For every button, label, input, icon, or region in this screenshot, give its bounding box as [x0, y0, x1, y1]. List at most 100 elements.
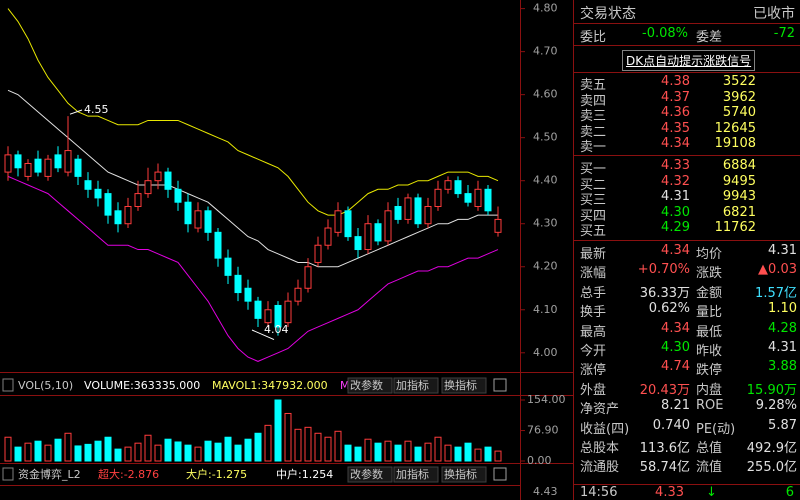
banner[interactable]: DK点自动提示涨跌信号: [622, 50, 756, 71]
stat-label: 净资产: [580, 402, 620, 418]
stat-label: 跌停: [696, 363, 723, 379]
diff-label: 委差: [696, 30, 723, 45]
volume-bar: [114, 448, 122, 462]
toolbar-button[interactable]: [393, 377, 439, 394]
stat-value: 1.57亿: [755, 285, 797, 301]
book-volume: 6821: [722, 204, 756, 220]
toolbar-button-label: 换指标: [444, 378, 477, 392]
candle-body: [374, 223, 382, 242]
candle-body: [334, 210, 342, 233]
stat-value: +0.70%: [637, 262, 690, 278]
candle-body: [444, 180, 452, 190]
book-price: 4.32: [661, 173, 690, 189]
book-label: 卖三: [580, 109, 607, 125]
candle-body: [74, 158, 82, 177]
candle-body: [364, 223, 372, 251]
footer-price: 4.33: [655, 485, 684, 500]
volume-bar: [354, 446, 362, 462]
stat-label: 涨停: [580, 363, 607, 379]
book-price: 4.29: [661, 220, 690, 236]
book-price: 4.34: [661, 136, 690, 152]
toolbar-button-label: 改参数: [350, 378, 383, 392]
volume-bar: [444, 444, 452, 462]
candle-body: [394, 206, 402, 220]
stat-label: 总值: [696, 441, 723, 456]
candle-body: [494, 218, 502, 233]
volume-bar: [224, 436, 232, 462]
toolbar-button[interactable]: [347, 466, 393, 483]
volume-bar: [154, 444, 162, 462]
volume-bar: [174, 441, 182, 462]
volume-bar: [124, 446, 132, 462]
candle-body: [224, 257, 232, 276]
stat-value: 3.88: [768, 359, 797, 375]
volume-bar: [94, 440, 102, 462]
stat-value: 4.74: [661, 359, 690, 375]
book-volume: 19108: [714, 136, 756, 152]
y-tick-label: 4.50: [533, 131, 558, 144]
candle-body: [144, 180, 152, 195]
book-label: 卖二: [580, 124, 607, 140]
stat-value: 1.10: [768, 301, 797, 317]
book-label: 卖五: [580, 78, 607, 93]
candle-body: [454, 180, 462, 195]
volume-bar: [244, 438, 252, 462]
book-label: 买二: [580, 177, 607, 193]
volume-bar: [194, 446, 202, 462]
stat-label: 涨跌: [696, 266, 723, 282]
y-tick-label: 4.80: [533, 2, 558, 15]
annotation: 4.55: [84, 103, 109, 116]
stat-value: 0.62%: [648, 301, 690, 317]
toolbar-button[interactable]: [347, 377, 393, 394]
toolbar-button[interactable]: [441, 377, 487, 394]
volume-bar: [494, 450, 502, 462]
book-label: 买三: [580, 193, 607, 209]
close-button[interactable]: [493, 467, 507, 481]
footer-time: 14:56: [580, 485, 618, 500]
band-line: [7, 175, 499, 362]
book-price: 4.36: [661, 105, 690, 121]
stat-value: 4.34: [661, 320, 690, 336]
volume-bar: [414, 446, 422, 462]
toolbar-button[interactable]: [441, 466, 487, 483]
y-tick-label: 4.60: [533, 88, 558, 101]
volume-bar: [304, 426, 312, 462]
candle-body: [344, 210, 352, 238]
toolbar-item: 资金博弈_L2: [18, 467, 81, 481]
stat-value: 5.87: [768, 417, 797, 433]
volume-bar: [234, 444, 242, 462]
candle-body: [234, 274, 242, 294]
candle-body: [164, 171, 172, 190]
stat-value: 4.34: [661, 243, 690, 258]
stat-value: 58.74亿: [639, 460, 690, 476]
volume-bar: [404, 440, 412, 462]
toolbar-item: 大户:-1.275: [186, 467, 247, 481]
band-line: [7, 8, 499, 216]
candle-body: [254, 300, 262, 319]
volume-bar: [464, 442, 472, 462]
toolbar-button[interactable]: [393, 466, 439, 483]
volume-bar: [474, 448, 482, 462]
footer-arrow: ↓: [706, 485, 717, 500]
book-price: 4.30: [661, 204, 690, 220]
candle-body: [94, 188, 102, 199]
volume-bar: [54, 438, 62, 462]
y-tick-label: 76.90: [527, 424, 559, 437]
volume-bar: [4, 436, 12, 462]
stat-value: 4.28: [768, 320, 797, 336]
volume-bar: [454, 446, 462, 462]
stat-value: ▲0.03: [758, 262, 797, 278]
volume-bar: [204, 440, 212, 462]
y-tick-label: 4.40: [533, 174, 558, 187]
candle-body: [464, 193, 472, 203]
candle-body: [284, 300, 292, 324]
toolbar-button-label: 改参数: [350, 467, 383, 481]
y-tick-label: 4.30: [533, 217, 558, 230]
book-volume: 9495: [722, 173, 756, 189]
stat-value: 8.21: [661, 398, 690, 414]
stat-label: 金额: [696, 285, 723, 301]
close-button[interactable]: [493, 378, 507, 392]
volume-bar: [214, 442, 222, 462]
volume-bar: [344, 444, 352, 462]
book-label: 买四: [580, 208, 607, 224]
